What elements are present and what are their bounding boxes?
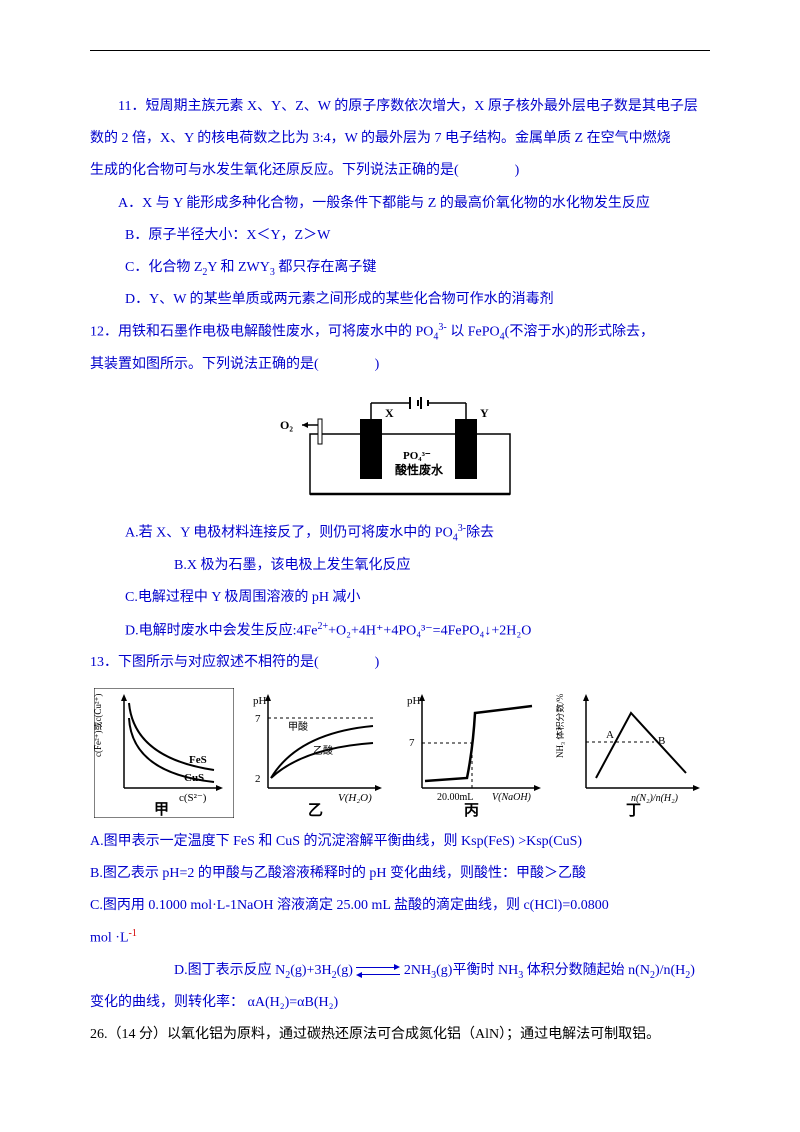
top-rule [90, 50, 710, 51]
q11-optD: D．Y、W 的某些单质或两元素之间形成的某些化合物可作水的消毒剂 [125, 284, 710, 316]
chart-jia: FeS CuS c(Fe²⁺)或c(Cu²⁺) c(S²⁻) 甲 [94, 688, 234, 818]
svg-text:X: X [385, 406, 394, 420]
q12-optB: B.X 极为石墨，该电极上发生氧化反应 [174, 550, 710, 582]
q13-optC2-pre: mol ·L [90, 931, 129, 946]
q13-optB: B.图乙表示 pH=2 的甲酸与乙酸溶液稀释时的 pH 变化曲线，则酸性：甲酸＞… [90, 858, 710, 890]
q13-optD-m2: (g) [337, 963, 357, 978]
svg-text:B: B [658, 735, 665, 747]
q11-stem-3: 生成的化合物可与水发生氧化还原反应。下列说法正确的是( ) [90, 155, 710, 187]
q13-optD-m5: 体积分数随起始 n(N [523, 963, 650, 978]
q13-optD-m4: (g)平衡时 NH [436, 963, 518, 978]
svg-text:V(NaOH): V(NaOH) [492, 792, 532, 803]
q13-optD-pre: D.图丁表示反应 N [174, 963, 285, 978]
q11-optC-mid: Y 和 ZWY [207, 260, 269, 275]
q12-optA-pre: A.若 X、Y 电极材料连接反了，则仍可将废水中的 PO [125, 526, 453, 541]
q11-optC: C．化合物 Z2Y 和 ZWY3 都只存在离子键 [125, 252, 710, 284]
svg-text:CuS: CuS [184, 772, 204, 784]
q12-stem-1c: (不溶于水)的形式除去， [505, 325, 654, 340]
q13-optD-m1: (g)+3H [290, 963, 331, 978]
q12-diagram: O₂ X Y PO₄³⁻ 酸性废水 [90, 389, 710, 509]
svg-text:c(S²⁻): c(S²⁻) [179, 792, 207, 804]
svg-text:2: 2 [255, 773, 261, 785]
q13-optA: A.图甲表示一定温度下 FeS 和 CuS 的沉淀溶解平衡曲线，则 Ksp(Fe… [90, 826, 710, 858]
q12-stem-2: 其装置如图所示。下列说法正确的是( ) [90, 349, 710, 381]
chart-ding: A B NH₃ 体积分数/% n(N₂)/n(H₂) 丁 [556, 688, 706, 818]
svg-text:甲酸: 甲酸 [288, 720, 308, 733]
svg-text:V(H₂O): V(H₂O) [338, 792, 372, 804]
svg-text:7: 7 [255, 713, 261, 725]
svg-text:c(Fe²⁺)或c(Cu²⁺): c(Fe²⁺)或c(Cu²⁺) [94, 693, 103, 756]
svg-text:丁: 丁 [626, 803, 641, 818]
chart-yi: 7 2 pH 甲酸 乙酸 V(H₂O) 乙 [243, 688, 388, 818]
svg-text:PO₄³⁻: PO₄³⁻ [403, 450, 431, 462]
svg-text:pH: pH [253, 695, 267, 707]
svg-text:pH: pH [407, 695, 421, 707]
electrolysis-diagram: O₂ X Y PO₄³⁻ 酸性废水 [250, 389, 550, 509]
svg-text:NH₃ 体积分数/%: NH₃ 体积分数/% [556, 693, 565, 758]
q26-text: 26.（14 分）以氧化铝为原料，通过碳热还原法可合成氮化铝（AlN）；通过电解… [90, 1019, 710, 1051]
svg-text:20.00mL: 20.00mL [437, 792, 473, 803]
svg-text:FeS: FeS [189, 754, 207, 766]
q13-optD: D.图丁表示反应 N2(g)+3H2(g) 2NH3(g)平衡时 NH3 体积分… [174, 955, 710, 987]
q12-optC: C.电解过程中 Y 极周围溶液的 pH 减小 [125, 582, 710, 614]
q12-stem-1: 12．用铁和石墨作电极电解酸性废水，可将废水中的 PO43- 以 FePO4(不… [90, 316, 710, 349]
page: 11．短周期主族元素 X、Y、Z、W 的原子序数依次增大，X 原子核外最外层电子… [90, 0, 710, 1092]
q11-optC-pre: C．化合物 Z [125, 260, 202, 275]
q13-optC2: mol ·L-1 [90, 922, 710, 955]
q13-optD-m3: 2NH [400, 963, 431, 978]
q12-optA: A.若 X、Y 电极材料连接反了，则仍可将废水中的 PO43-除去 [125, 517, 710, 550]
chart-bing: 7 pH 20.00mL V(NaOH) 丙 [397, 688, 547, 818]
q13-stem: 13．下图所示与对应叙述不相符的是( ) [90, 647, 710, 679]
q12-optD: D.电解时废水中会发生反应:4Fe2++O₂+4H⁺+4PO₄³⁻=4FePO₄… [125, 615, 710, 648]
q12-optD-rest: +O₂+4H⁺+4PO₄³⁻=4FePO₄↓+2H₂O [328, 623, 531, 638]
svg-text:O₂: O₂ [280, 418, 293, 432]
q13-optC: C.图丙用 0.1000 mol·L-1NaOH 溶液滴定 25.00 mL 盐… [90, 890, 710, 922]
q12-optD-label: D.电解时废水中会发生反应:4Fe [125, 623, 318, 638]
svg-text:乙酸: 乙酸 [313, 744, 333, 757]
q12-stem-1b: 以 FePO [447, 325, 500, 340]
svg-text:酸性废水: 酸性废水 [395, 462, 444, 477]
q13-optD-line2: 变化的曲线，则转化率： αA(H₂)=αB(H₂) [90, 987, 710, 1019]
svg-text:A: A [606, 729, 614, 741]
q13-charts: FeS CuS c(Fe²⁺)或c(Cu²⁺) c(S²⁻) 甲 7 2 pH … [90, 688, 710, 818]
q11-optC-post: 都只存在离子键 [275, 260, 377, 275]
q11-stem-2: 数的 2 倍，X、Y 的核电荷数之比为 3:4，W 的最外层为 7 电子结构。金… [90, 123, 710, 155]
q13-optD-m6: )/n(H [655, 963, 685, 978]
q12-stem-1a: 12．用铁和石墨作电极电解酸性废水，可将废水中的 PO [90, 325, 433, 340]
q11-stem-1: 11．短周期主族元素 X、Y、Z、W 的原子序数依次增大，X 原子核外最外层电子… [90, 91, 710, 123]
equilibrium-icon [356, 965, 400, 977]
q11-optA: A．X 与 Y 能形成多种化合物，一般条件下都能与 Z 的最高价氧化物的水化物发… [90, 188, 710, 220]
svg-text:丙: 丙 [464, 802, 479, 818]
q13-optD-post: ) [690, 963, 695, 978]
q12-optA-post: 除去 [466, 526, 494, 541]
svg-text:Y: Y [480, 406, 489, 420]
svg-text:乙: 乙 [308, 803, 323, 818]
svg-text:甲: 甲 [154, 801, 169, 818]
q11-optB: B．原子半径大小：X＜Y，Z＞W [125, 220, 710, 252]
svg-text:7: 7 [409, 737, 415, 749]
